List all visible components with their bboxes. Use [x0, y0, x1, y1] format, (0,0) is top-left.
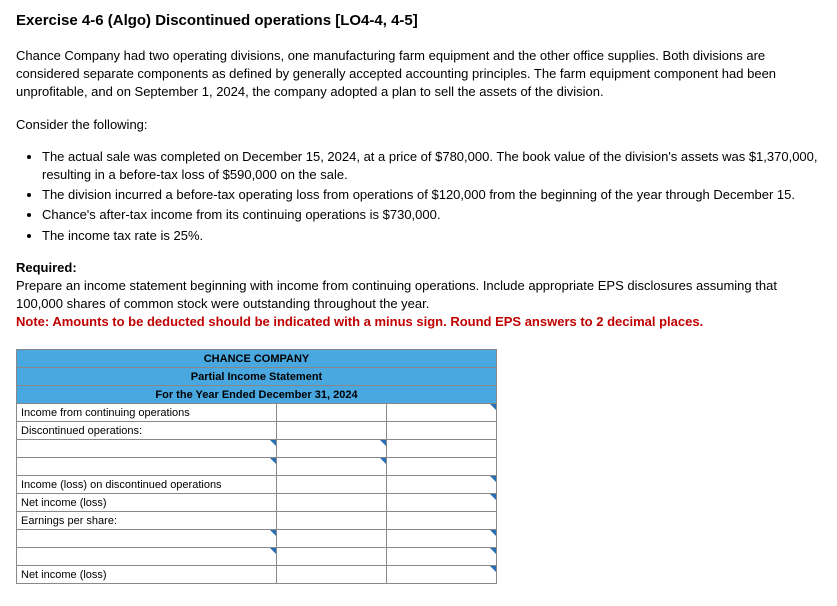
- amount-input[interactable]: [387, 530, 497, 548]
- label-input[interactable]: [17, 440, 277, 458]
- amount-input[interactable]: [277, 458, 387, 476]
- row-label: Net income (loss): [17, 566, 277, 584]
- table-row: Earnings per share:: [17, 512, 497, 530]
- table-row: [17, 548, 497, 566]
- cell-empty: [277, 404, 387, 422]
- cell-empty: [277, 548, 387, 566]
- cell-empty: [277, 566, 387, 584]
- row-label: Earnings per share:: [17, 512, 277, 530]
- row-label: Net income (loss): [17, 494, 277, 512]
- bullet-list: The actual sale was completed on Decembe…: [16, 148, 821, 245]
- required-text: Prepare an income statement beginning wi…: [16, 278, 777, 311]
- cell-empty: [387, 512, 497, 530]
- table-header-period: For the Year Ended December 31, 2024: [17, 386, 497, 404]
- table-header-company: CHANCE COMPANY: [17, 350, 497, 368]
- required-block: Required: Prepare an income statement be…: [16, 259, 821, 332]
- cell-empty: [277, 422, 387, 440]
- bullet-item: Chance's after-tax income from its conti…: [42, 206, 821, 224]
- consider-label: Consider the following:: [16, 116, 821, 134]
- table-row: Discontinued operations:: [17, 422, 497, 440]
- cell-empty: [387, 458, 497, 476]
- amount-input[interactable]: [277, 440, 387, 458]
- cell-empty: [277, 494, 387, 512]
- label-input[interactable]: [17, 548, 277, 566]
- cell-empty: [387, 422, 497, 440]
- bullet-item: The actual sale was completed on Decembe…: [42, 148, 821, 184]
- amount-input[interactable]: [387, 566, 497, 584]
- label-input[interactable]: [17, 458, 277, 476]
- amount-input[interactable]: [387, 476, 497, 494]
- intro-paragraph: Chance Company had two operating divisio…: [16, 47, 821, 102]
- table-row: [17, 440, 497, 458]
- table-row: Net income (loss): [17, 494, 497, 512]
- amount-input[interactable]: [387, 548, 497, 566]
- bullet-item: The division incurred a before-tax opera…: [42, 186, 821, 204]
- income-statement-table: CHANCE COMPANY Partial Income Statement …: [16, 349, 497, 584]
- label-input[interactable]: [17, 530, 277, 548]
- table-row: Income from continuing operations: [17, 404, 497, 422]
- bullet-item: The income tax rate is 25%.: [42, 227, 821, 245]
- required-label: Required:: [16, 260, 77, 275]
- cell-empty: [277, 530, 387, 548]
- amount-input[interactable]: [387, 494, 497, 512]
- cell-empty: [277, 512, 387, 530]
- note-text: Note: Amounts to be deducted should be i…: [16, 314, 703, 329]
- table-row: [17, 530, 497, 548]
- cell-empty: [277, 476, 387, 494]
- table-row: [17, 458, 497, 476]
- row-label: Income (loss) on discontinued operations: [17, 476, 277, 494]
- row-label: Discontinued operations:: [17, 422, 277, 440]
- exercise-title: Exercise 4-6 (Algo) Discontinued operati…: [16, 12, 821, 29]
- row-label: Income from continuing operations: [17, 404, 277, 422]
- table-header-title: Partial Income Statement: [17, 368, 497, 386]
- table-row: Income (loss) on discontinued operations: [17, 476, 497, 494]
- table-row: Net income (loss): [17, 566, 497, 584]
- amount-input[interactable]: [387, 404, 497, 422]
- cell-empty: [387, 440, 497, 458]
